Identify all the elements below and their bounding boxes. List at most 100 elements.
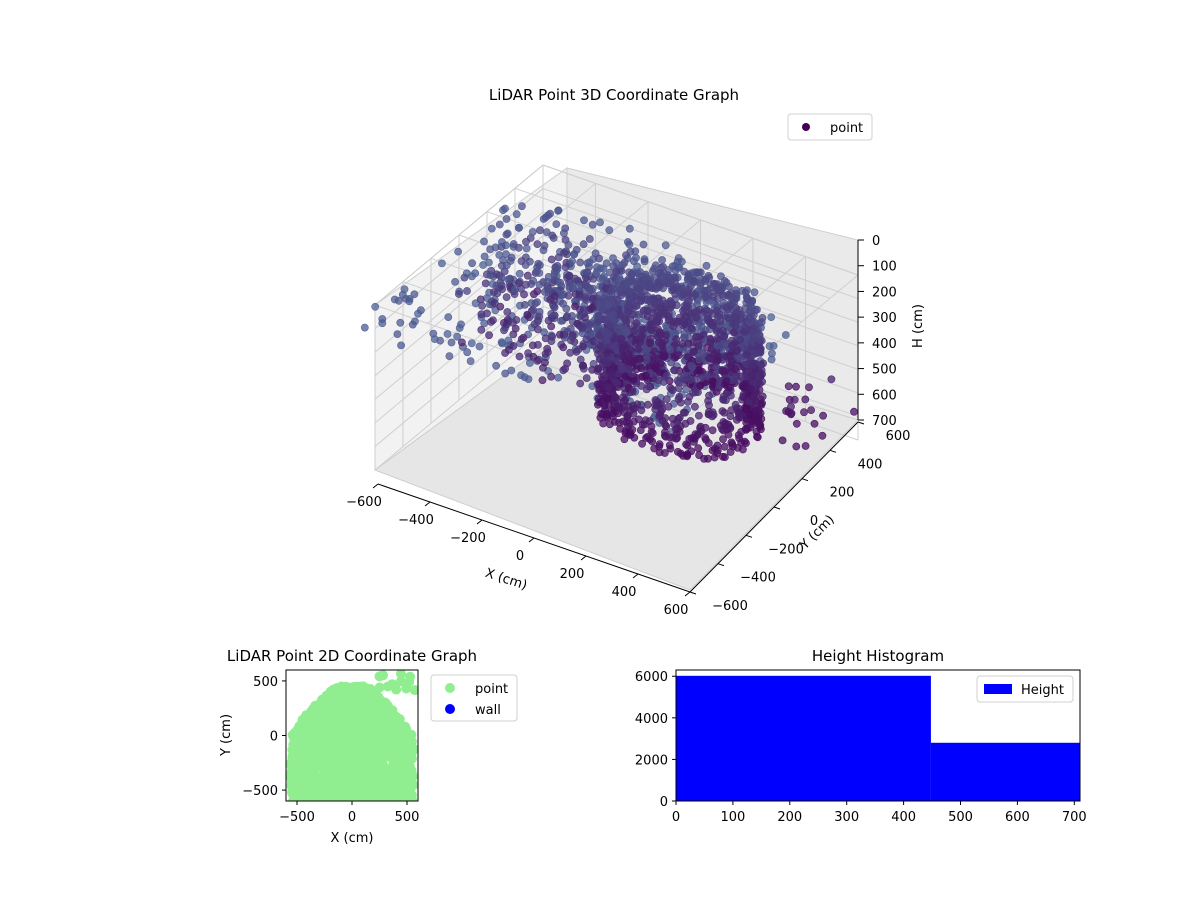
data-point-3d	[611, 378, 620, 387]
data-point-3d	[630, 433, 639, 442]
data-point-3d	[703, 286, 711, 295]
data-point-3d	[743, 294, 752, 303]
data-point-3d	[647, 422, 656, 431]
data-point-3d	[613, 325, 622, 334]
data-point-3d	[637, 296, 645, 305]
legend-2d-marker-point	[445, 683, 455, 693]
data-point-3d	[503, 229, 512, 238]
data-point-3d	[507, 366, 516, 375]
data-point-3d	[607, 368, 616, 377]
data-point-3d	[527, 280, 536, 288]
data-point-3d	[684, 285, 693, 293]
legend-hist: Height	[976, 675, 1074, 703]
data-point-3d	[604, 301, 612, 310]
data-point-3d	[640, 325, 648, 334]
data-point-2d	[406, 790, 417, 800]
x-tick-label-3d: −600	[346, 495, 382, 510]
data-point-3d	[576, 258, 585, 267]
y-tick-mark-3d	[801, 478, 809, 482]
x-tick-label-3d: 600	[664, 603, 689, 618]
data-point-2d	[396, 676, 406, 687]
x-tick-label-hist: 100	[720, 810, 745, 825]
data-point-2d	[338, 707, 348, 718]
data-point-3d	[701, 293, 710, 302]
legend-2d-label-wall: wall	[475, 703, 501, 718]
y-tick-label-hist: 6000	[635, 670, 668, 685]
data-point-3d	[755, 330, 764, 339]
data-point-3d	[718, 425, 726, 433]
data-point-2d	[288, 796, 299, 801]
data-point-3d	[626, 276, 635, 285]
data-point-3d	[666, 345, 674, 354]
data-point-3d	[719, 435, 727, 443]
data-point-3d	[595, 254, 603, 263]
data-point-3d	[729, 328, 738, 337]
z-tick-label-3d: 700	[872, 414, 897, 429]
data-point-3d	[625, 300, 633, 309]
y-tick-mark-3d	[829, 449, 837, 453]
data-point-3d	[598, 305, 606, 314]
histogram-bar	[676, 675, 931, 801]
data-point-3d	[698, 275, 707, 284]
data-point-3d	[618, 362, 627, 371]
data-point-3d	[517, 371, 525, 380]
data-point-3d	[519, 333, 528, 342]
data-point-3d	[765, 342, 774, 350]
data-point-3d	[463, 348, 472, 357]
data-point-3d	[657, 400, 665, 409]
data-point-3d	[778, 436, 787, 445]
data-point-3d	[511, 324, 520, 333]
data-point-3d	[445, 352, 454, 360]
data-point-3d	[554, 206, 562, 215]
data-point-3d	[528, 341, 537, 350]
data-point-3d	[625, 287, 634, 296]
y-tick-label-hist: 4000	[635, 712, 668, 727]
data-point-3d	[480, 252, 489, 261]
y-tick-mark-3d	[773, 506, 781, 510]
data-point-3d	[689, 338, 698, 346]
data-point-2d	[407, 771, 418, 782]
data-point-3d	[471, 269, 480, 278]
data-point-3d	[736, 335, 745, 344]
data-point-2d	[340, 697, 351, 708]
data-point-3d	[579, 361, 587, 370]
data-point-3d	[454, 247, 462, 256]
data-point-3d	[682, 440, 690, 449]
data-point-2d	[398, 777, 409, 788]
data-point-3d	[699, 349, 707, 358]
data-point-3d	[720, 332, 729, 341]
data-point-3d	[689, 347, 698, 356]
data-point-3d	[713, 356, 722, 365]
data-point-3d	[792, 442, 801, 451]
data-point-3d	[727, 357, 736, 366]
data-point-3d	[617, 291, 626, 300]
data-point-3d	[629, 417, 638, 426]
data-point-3d	[753, 433, 762, 442]
data-point-3d	[721, 367, 729, 376]
data-point-3d	[625, 224, 634, 233]
data-point-3d	[497, 238, 506, 246]
data-point-3d	[604, 383, 612, 392]
data-point-2d	[386, 764, 397, 775]
x-tick-label-hist: 500	[948, 810, 973, 825]
data-point-3d	[603, 349, 611, 357]
data-point-3d	[524, 375, 533, 383]
data-point-3d	[546, 209, 554, 218]
data-point-3d	[582, 374, 591, 382]
data-point-3d	[619, 343, 627, 352]
data-point-3d	[560, 229, 568, 238]
data-point-3d	[643, 432, 652, 441]
x-tick-mark-3d	[372, 483, 379, 489]
data-point-3d	[739, 382, 747, 391]
data-point-3d	[715, 310, 723, 318]
legend-3d-label: point	[830, 121, 863, 136]
data-point-3d	[741, 425, 750, 433]
data-point-3d	[581, 281, 590, 290]
points-3d	[360, 202, 858, 463]
x-tick-mark-3d	[580, 555, 587, 561]
z-tick-label-3d: 300	[872, 311, 897, 326]
data-point-3d	[723, 303, 731, 312]
data-point-2d	[409, 685, 418, 696]
data-point-3d	[460, 273, 469, 282]
data-point-2d	[366, 774, 377, 785]
